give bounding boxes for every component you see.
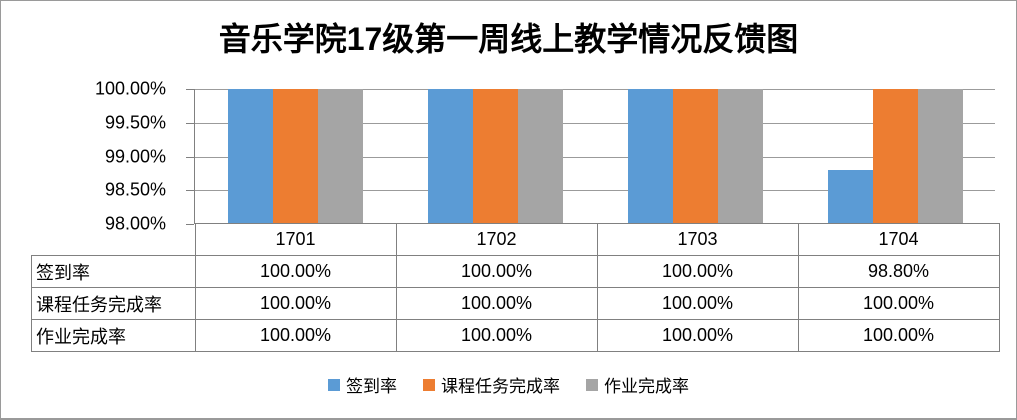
- table-row: 课程任务完成率 100.00% 100.00% 100.00% 100.00%: [31, 287, 1000, 320]
- data-table-body: 1701 1702 1703 1704 签到率 100.00% 100.00% 100.00%…: [31, 223, 1000, 352]
- axis-tick: [186, 224, 194, 225]
- axis-tick: [186, 190, 194, 192]
- axis-tick: [186, 89, 194, 90]
- y-axis-label: 100.00%: [94, 78, 166, 99]
- table-value-cell: 100.00%: [194, 319, 397, 352]
- bar-group-1703: [595, 89, 795, 224]
- category-header: 1704: [797, 223, 1000, 256]
- table-value-cell: 98.80%: [797, 255, 1000, 288]
- bar-课程任务完成率-1702: [472, 89, 518, 224]
- bar-课程任务完成率-1704: [872, 89, 918, 224]
- chart-title: 音乐学院17级第一周线上教学情况反馈图: [218, 21, 799, 57]
- legend-item: 课程任务完成率: [423, 372, 560, 397]
- bar-作业完成率-1701: [317, 89, 363, 224]
- bar-签到率-1704: [827, 170, 873, 224]
- bar-课程任务完成率-1701: [272, 89, 318, 224]
- table-header-row: 1701 1702 1703 1704: [32, 223, 1000, 256]
- bar-签到率-1703: [627, 89, 673, 224]
- gridline: [195, 89, 995, 90]
- bar-签到率-1701: [227, 89, 273, 224]
- bar-课程任务完成率-1703: [672, 89, 718, 224]
- y-axis-label: 98.50%: [104, 179, 166, 200]
- table-value-cell: 100.00%: [596, 319, 799, 352]
- table-row: 签到率 100.00% 100.00% 100.00% 98.80%: [31, 255, 1000, 288]
- axis-tick: [186, 122, 194, 124]
- table-value-cell: 100.00%: [194, 287, 397, 320]
- plot-area: [186, 89, 995, 225]
- legend-label: 课程任务完成率: [441, 377, 560, 396]
- table-row-header: 课程任务完成率: [31, 287, 196, 320]
- table-value-cell: 100.00%: [596, 255, 799, 288]
- legend-swatch-icon: [423, 378, 435, 391]
- gridline: [195, 156, 995, 158]
- category-header: 1701: [194, 223, 397, 256]
- table-row-header: 作业完成率: [31, 319, 196, 352]
- bar-签到率-1702: [427, 89, 473, 224]
- table-value-cell: 100.00%: [395, 319, 598, 352]
- table-value-cell: 100.00%: [596, 287, 799, 320]
- y-axis-label: 98.00%: [104, 213, 166, 234]
- legend: 签到率 课程任务完成率 作业完成率: [1, 372, 1016, 397]
- y-axis-label: 99.00%: [104, 146, 166, 166]
- gridline: [195, 190, 995, 192]
- legend-swatch-icon: [328, 378, 340, 391]
- bar-group-1704: [795, 89, 995, 224]
- table-value-cell: 100.00%: [797, 319, 1000, 352]
- table-row-header: 签到率: [31, 255, 196, 288]
- legend-item: 签到率: [328, 372, 397, 397]
- table-corner-cell: [32, 224, 196, 256]
- legend-label: 签到率: [346, 377, 397, 396]
- table-value-cell: 100.00%: [797, 287, 1000, 320]
- bar-作业完成率-1704: [917, 89, 963, 224]
- category-header: 1702: [395, 223, 598, 256]
- legend-swatch-icon: [586, 378, 598, 391]
- gridline: [195, 122, 995, 124]
- legend-item: 作业完成率: [586, 372, 689, 397]
- bar-作业完成率-1702: [517, 89, 563, 224]
- bar-作业完成率-1703: [717, 89, 763, 224]
- table-value-cell: 100.00%: [395, 287, 598, 320]
- axis-tick: [186, 156, 194, 158]
- table-row: 作业完成率 100.00% 100.00% 100.00% 100.00%: [31, 319, 1000, 352]
- category-header: 1703: [596, 223, 799, 256]
- table-value-cell: 100.00%: [194, 255, 397, 288]
- y-axis-label: 99.50%: [104, 112, 166, 133]
- bar-group-1701: [195, 89, 395, 224]
- bar-group-1702: [395, 89, 595, 224]
- legend-label: 作业完成率: [604, 377, 689, 396]
- y-axis: 100.00% 99.50% 99.00% 98.50% 98.00%: [1, 79, 182, 234]
- data-table: 1701 1702 1703 1704 签到率 100.00% 100.00% 100.00%…: [31, 223, 1000, 352]
- table-value-cell: 100.00%: [395, 255, 598, 288]
